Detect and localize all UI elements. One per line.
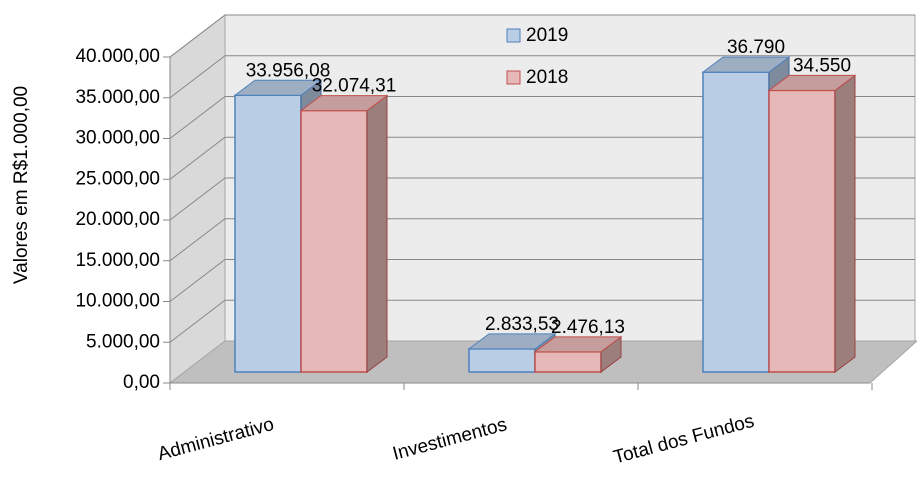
legend-label: 2019 <box>526 25 568 46</box>
grid-line <box>169 259 915 302</box>
value-label: 36.790 <box>727 37 785 58</box>
bar-front <box>534 351 602 373</box>
legend-swatch <box>506 28 521 43</box>
bar-top <box>299 95 389 112</box>
y-tick-label: 40.000,00 <box>75 46 160 67</box>
grid-line <box>169 177 915 221</box>
y-axis-label: Valores em R$1.000,00 <box>11 86 32 284</box>
y-tick-label: 5.000,00 <box>86 331 160 352</box>
value-label: 2.476,13 <box>551 317 625 338</box>
y-tick-label: 15.000,00 <box>75 250 160 271</box>
y-tick-label: 35.000,00 <box>75 87 160 108</box>
bar-side <box>366 94 388 373</box>
x-tick-label: Total dos Fundos <box>611 411 756 469</box>
y-tick-label: 10.000,00 <box>75 291 160 312</box>
legend-label: 2018 <box>526 67 568 88</box>
value-label: 34.550 <box>793 55 851 76</box>
y-tick-label: 30.000,00 <box>75 128 160 149</box>
value-label: 2.833,53 <box>485 314 559 335</box>
bar-front <box>702 71 770 373</box>
bar-top <box>701 56 791 73</box>
grid-line <box>169 14 915 58</box>
grid-line <box>169 96 915 139</box>
value-label: 33.956,08 <box>246 60 331 81</box>
bar-top <box>467 333 557 350</box>
bar-front <box>468 348 536 373</box>
x-tick-label: Investimentos <box>391 414 510 465</box>
bar-top <box>767 74 857 91</box>
bar-top <box>233 79 323 96</box>
bar-front <box>300 109 368 373</box>
bar-side <box>834 74 856 373</box>
bar-front <box>234 94 302 373</box>
y-tick-label: 20.000,00 <box>75 209 160 230</box>
grid-line <box>169 299 915 343</box>
bar-front <box>768 89 836 373</box>
grid-line <box>169 218 915 262</box>
grid-line <box>169 136 915 180</box>
x-tick-label: Administrativo <box>156 414 277 465</box>
grid-line <box>169 55 915 99</box>
legend-swatch <box>506 70 521 85</box>
bar-top <box>533 336 623 353</box>
y-tick-label: 25.000,00 <box>75 168 160 189</box>
y-tick-label: 0,00 <box>123 372 160 393</box>
value-label: 32.074,31 <box>312 76 397 97</box>
